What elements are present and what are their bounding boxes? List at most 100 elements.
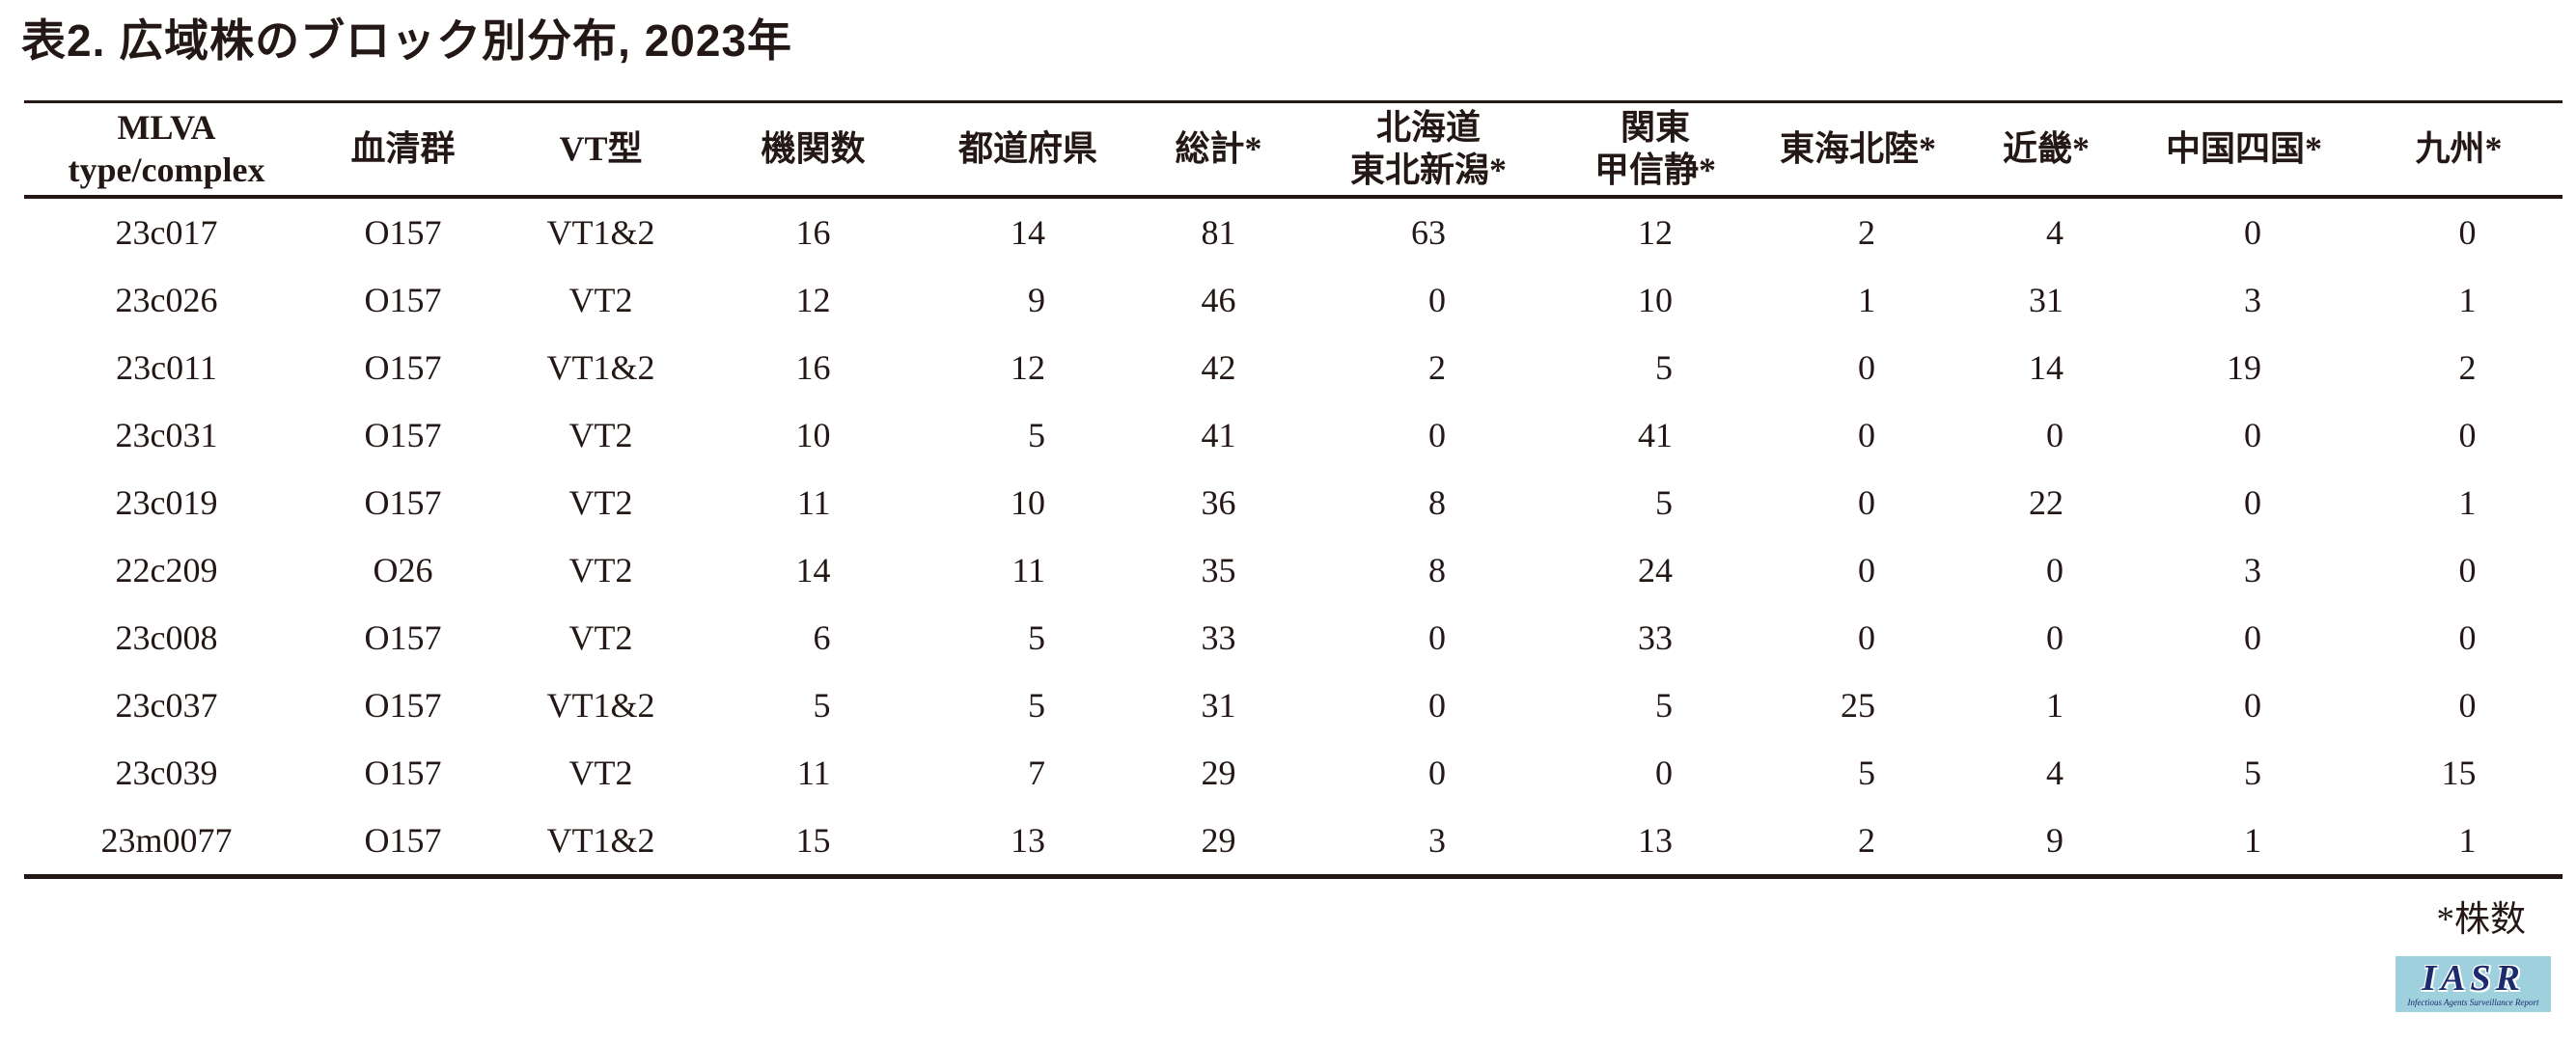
- cell-kinki: 1: [2046, 686, 2064, 725]
- distribution-table-container: MLVA type/complex 血清群 VT型 機関数 都道府県 総計* 北海道 東北新潟*…: [24, 100, 2562, 879]
- cell-institutions: 16: [795, 348, 831, 387]
- cell-hokkaido-tohoku-niigata: 0: [1428, 686, 1446, 725]
- cell-vt-type: VT1&2: [546, 213, 655, 252]
- cell-institutions: 16: [795, 213, 831, 252]
- cell-kyushu: 15: [2441, 754, 2477, 792]
- cell-kanto-koshin-shizu: 41: [1638, 416, 1673, 454]
- cell-kyushu: 0: [2458, 618, 2477, 657]
- cell-kyushu: 0: [2458, 213, 2477, 252]
- cell-institutions: 6: [813, 618, 831, 657]
- cell-kyushu: 0: [2458, 416, 2477, 454]
- cell-total: 29: [1201, 754, 1236, 792]
- col-header-kyushu: 九州*: [2355, 101, 2562, 199]
- cell-mlva: 23c031: [115, 416, 218, 454]
- cell-hokkaido-tohoku-niigata: 8: [1428, 551, 1446, 590]
- col-header-chugoku-shikoku: 中国四国*: [2133, 101, 2355, 199]
- col-header-hokkaido-tohoku-niigata: 北海道 東北新潟*: [1303, 101, 1554, 199]
- cell-prefectures: 5: [1028, 686, 1045, 725]
- cell-chugoku-shikoku: 0: [2244, 416, 2261, 454]
- cell-kanto-koshin-shizu: 12: [1638, 213, 1673, 252]
- cell-prefectures: 10: [1011, 483, 1045, 522]
- cell-chugoku-shikoku: 3: [2244, 281, 2261, 319]
- cell-kinki: 0: [2046, 416, 2064, 454]
- cell-mlva: 23c039: [115, 754, 218, 792]
- cell-institutions: 15: [705, 807, 922, 879]
- cell-kinki: 4: [2046, 754, 2064, 792]
- cell-chugoku-shikoku: 0: [2244, 686, 2261, 725]
- cell-hokkaido-tohoku-niigata: 0: [1428, 618, 1446, 657]
- cell-kinki: 31: [2029, 281, 2064, 319]
- cell-mlva: 23c011: [116, 348, 217, 387]
- cell-kyushu: 2: [2458, 348, 2477, 387]
- cell-chugoku-shikoku: 3: [2244, 551, 2261, 590]
- cell-serogroup: O157: [364, 686, 442, 725]
- table-row: 23c031 O157 VT2 10 5 41 0 41 0 0 0 0: [24, 401, 2562, 469]
- cell-total: 35: [1201, 551, 1236, 590]
- cell-vt-type: VT2: [568, 618, 633, 657]
- cell-serogroup: O157: [364, 281, 442, 319]
- table-row: 23c039 O157 VT2 11 7 29 0 0 5 4 5 15: [24, 739, 2562, 807]
- cell-total: 33: [1201, 618, 1236, 657]
- cell-kanto-koshin-shizu: 0: [1655, 754, 1673, 792]
- distribution-table: MLVA type/complex 血清群 VT型 機関数 都道府県 総計* 北海道 東北新潟*…: [24, 100, 2562, 879]
- cell-tokai-hokuriku: 5: [1858, 754, 1875, 792]
- col-header-kinki: 近畿*: [1959, 101, 2133, 199]
- iasr-logo-acronym: IASR: [2422, 958, 2525, 1000]
- cell-kanto-koshin-shizu: 10: [1638, 281, 1673, 319]
- cell-kinki: 9: [1959, 807, 2133, 879]
- table-row: 23c008 O157 VT2 6 5 33 0 33 0 0 0 0: [24, 604, 2562, 672]
- cell-vt-type: VT1&2: [546, 348, 655, 387]
- cell-mlva: 23c019: [115, 483, 218, 522]
- col-header-kanto-koshin-shizu: 関東 甲信静*: [1554, 101, 1757, 199]
- cell-kyushu: 1: [2355, 807, 2562, 879]
- cell-tokai-hokuriku: 0: [1858, 483, 1875, 522]
- cell-hokkaido-tohoku-niigata: 63: [1411, 213, 1446, 252]
- iasr-logo: IASR Infectious Agents Surveillance Repo…: [2396, 956, 2551, 1012]
- cell-vt-type: VT2: [568, 281, 633, 319]
- cell-vt-type: VT2: [568, 551, 633, 590]
- cell-mlva: 23m0077: [24, 807, 309, 879]
- col-header-tokai-hokuriku: 東海北陸*: [1757, 101, 1959, 199]
- col-header-vt-type: VT型: [497, 101, 705, 199]
- col-header-mlva: MLVA type/complex: [24, 101, 309, 199]
- cell-kyushu: 0: [2458, 686, 2477, 725]
- cell-vt-type: VT1&2: [546, 686, 655, 725]
- cell-tokai-hokuriku: 0: [1858, 416, 1875, 454]
- table-row: 23c026 O157 VT2 12 9 46 0 10 1 31 3 1: [24, 266, 2562, 334]
- cell-serogroup: O26: [373, 551, 433, 590]
- cell-mlva: 23c008: [115, 618, 218, 657]
- cell-mlva: 23c017: [115, 213, 218, 252]
- cell-prefectures: 13: [922, 807, 1134, 879]
- cell-serogroup: O157: [364, 754, 442, 792]
- cell-kyushu: 1: [2458, 483, 2477, 522]
- cell-prefectures: 7: [1028, 754, 1045, 792]
- cell-institutions: 14: [795, 551, 831, 590]
- cell-institutions: 11: [796, 754, 831, 792]
- cell-chugoku-shikoku: 5: [2244, 754, 2261, 792]
- cell-total: 42: [1201, 348, 1236, 387]
- cell-total: 41: [1201, 416, 1236, 454]
- cell-prefectures: 9: [1028, 281, 1045, 319]
- cell-mlva: 22c209: [115, 551, 218, 590]
- cell-kyushu: 0: [2458, 551, 2477, 590]
- table-row: 23m0077 O157 VT1&2 15 13 29 3 13 2 9 1 1: [24, 807, 2562, 879]
- iasr-logo-subtitle: Infectious Agents Surveillance Report: [2407, 997, 2539, 1007]
- cell-hokkaido-tohoku-niigata: 3: [1303, 807, 1554, 879]
- cell-kanto-koshin-shizu: 5: [1655, 686, 1673, 725]
- cell-tokai-hokuriku: 25: [1841, 686, 1875, 725]
- cell-chugoku-shikoku: 19: [2227, 348, 2261, 387]
- cell-tokai-hokuriku: 2: [1858, 213, 1875, 252]
- strain-count-footnote: *株数: [2436, 900, 2527, 940]
- cell-kinki: 0: [2046, 618, 2064, 657]
- table-row: 23c017 O157 VT1&2 16 14 81 63 12 2 4 0 0: [24, 197, 2562, 266]
- cell-tokai-hokuriku: 0: [1858, 551, 1875, 590]
- cell-kinki: 4: [2046, 213, 2064, 252]
- cell-hokkaido-tohoku-niigata: 0: [1428, 754, 1446, 792]
- table-row: 22c209 O26 VT2 14 11 35 8 24 0 0 3 0: [24, 536, 2562, 604]
- cell-kanto-koshin-shizu: 5: [1655, 348, 1673, 387]
- cell-kinki: 0: [2046, 551, 2064, 590]
- cell-tokai-hokuriku: 0: [1858, 618, 1875, 657]
- cell-hokkaido-tohoku-niigata: 8: [1428, 483, 1446, 522]
- cell-kanto-koshin-shizu: 33: [1638, 618, 1673, 657]
- cell-vt-type: VT2: [568, 416, 633, 454]
